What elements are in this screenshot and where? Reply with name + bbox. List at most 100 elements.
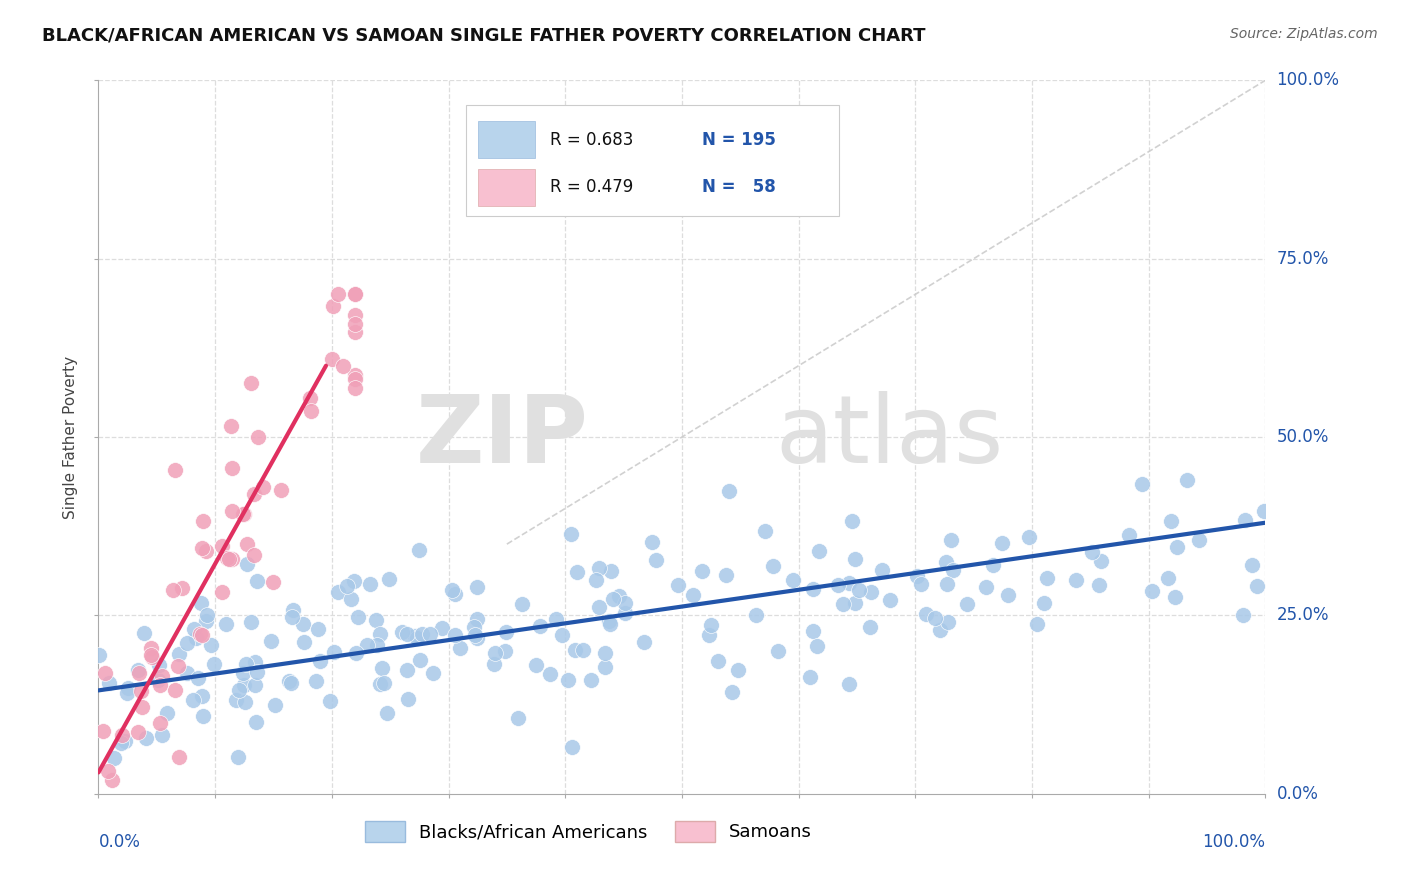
Point — [221, 418, 243, 433]
Point — [398, 692, 420, 706]
Point — [165, 683, 187, 698]
Point — [935, 555, 957, 569]
Point — [607, 589, 630, 603]
Point — [762, 558, 785, 573]
Point — [298, 391, 321, 405]
Point — [838, 576, 860, 591]
Point — [127, 663, 149, 677]
FancyBboxPatch shape — [465, 105, 839, 216]
Point — [546, 612, 568, 626]
Point — [419, 627, 441, 641]
Point — [243, 656, 266, 670]
Point — [444, 628, 467, 642]
Point — [98, 676, 121, 690]
Point — [443, 587, 465, 601]
Point — [1090, 554, 1112, 568]
Point — [375, 706, 398, 720]
Text: 100.0%: 100.0% — [1277, 71, 1340, 89]
Point — [235, 657, 257, 671]
Point — [859, 619, 882, 633]
Text: 75.0%: 75.0% — [1277, 250, 1329, 268]
Point — [187, 671, 209, 685]
Point — [1130, 477, 1153, 491]
Point — [236, 557, 259, 571]
Point — [1188, 533, 1211, 548]
Point — [141, 649, 163, 664]
Point — [292, 617, 315, 632]
Point — [344, 646, 367, 660]
Point — [463, 620, 485, 634]
Point — [495, 624, 517, 639]
Point — [190, 597, 212, 611]
Point — [328, 585, 350, 599]
Point — [640, 535, 662, 549]
Point — [827, 578, 849, 592]
Point — [841, 514, 863, 528]
Point — [242, 548, 264, 562]
Point — [633, 635, 655, 649]
Point — [252, 480, 274, 494]
Point — [197, 608, 219, 623]
Point — [114, 733, 136, 747]
Point — [245, 678, 267, 692]
Point — [1036, 571, 1059, 585]
Point — [280, 610, 302, 624]
Point — [344, 317, 367, 331]
Point — [344, 287, 367, 301]
Point — [233, 678, 256, 692]
Point — [1234, 513, 1257, 527]
Point — [391, 625, 413, 640]
Point — [1088, 578, 1111, 592]
Point — [745, 608, 768, 623]
Point — [270, 483, 292, 497]
Point — [165, 463, 187, 477]
Point — [557, 673, 579, 687]
Point — [167, 647, 190, 661]
Point — [464, 628, 486, 642]
Point — [707, 654, 730, 668]
Point — [941, 533, 963, 548]
Point — [260, 633, 283, 648]
Point — [240, 615, 263, 629]
Point — [936, 615, 959, 630]
Point — [225, 693, 247, 707]
Point — [373, 676, 395, 690]
Text: ZIP: ZIP — [416, 391, 589, 483]
Point — [406, 632, 429, 646]
Point — [202, 657, 225, 671]
Point — [561, 740, 583, 755]
Point — [692, 564, 714, 578]
Point — [344, 325, 367, 339]
Text: 50.0%: 50.0% — [1277, 428, 1329, 446]
Point — [131, 699, 153, 714]
Point — [613, 596, 636, 610]
Point — [215, 551, 238, 566]
Point — [326, 287, 349, 301]
Point — [614, 606, 637, 620]
Text: atlas: atlas — [775, 391, 1004, 483]
Point — [564, 643, 586, 657]
Point — [924, 611, 946, 625]
Point — [146, 673, 169, 687]
Point — [1118, 528, 1140, 542]
Point — [991, 535, 1014, 549]
FancyBboxPatch shape — [478, 169, 534, 206]
Point — [127, 725, 149, 739]
Text: 0.0%: 0.0% — [1277, 785, 1319, 803]
Point — [366, 638, 388, 652]
Point — [870, 563, 893, 577]
Point — [465, 612, 488, 626]
Point — [585, 573, 607, 587]
Point — [1246, 579, 1268, 593]
Point — [292, 635, 315, 649]
Point — [567, 565, 589, 579]
Point — [193, 514, 215, 528]
Point — [422, 665, 444, 680]
Point — [718, 484, 741, 499]
Point — [682, 588, 704, 602]
Point — [409, 653, 432, 667]
Point — [602, 591, 624, 606]
Point — [194, 614, 217, 628]
Point — [149, 678, 172, 692]
Point — [368, 627, 391, 641]
